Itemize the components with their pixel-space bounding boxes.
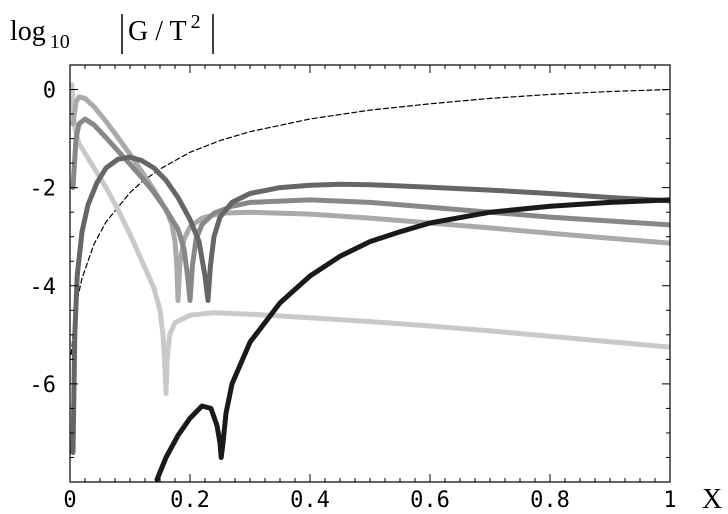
x-tick-label: 0.4 — [290, 488, 330, 513]
tick-labels-layer: 0 0.2 0.4 0.6 0.8 1 0 -2 -4 -6 — [30, 79, 677, 513]
x-tick-label: 0.2 — [170, 488, 210, 513]
series-line-6 — [154, 197, 670, 482]
y-tick-label: -6 — [30, 373, 57, 398]
y-tick-label: -2 — [30, 177, 57, 202]
series-line-3 — [70, 94, 670, 303]
y-axis-title: log 10 — [10, 16, 70, 53]
y-tick-label: -4 — [30, 275, 57, 300]
ticks-layer — [69, 64, 671, 483]
y-title-expr: G / T — [128, 16, 187, 47]
series-line-4 — [70, 116, 670, 303]
x-tick-label: 0.8 — [530, 488, 570, 513]
y-title-superscript: 2 — [191, 11, 201, 33]
series-line-5 — [70, 154, 670, 456]
y-tick-label: 0 — [43, 79, 56, 104]
x-tick-label: 0.6 — [410, 488, 450, 513]
series-line-1 — [70, 88, 670, 355]
plot-frame — [69, 64, 671, 483]
y-title-prefix: log — [10, 16, 46, 47]
y-title-subscript: 10 — [50, 31, 70, 53]
x-tick-label: 0 — [63, 488, 76, 513]
x-axis-title: X — [702, 484, 722, 514]
series-line-2 — [70, 82, 670, 397]
x-tick-label: 1 — [663, 488, 676, 513]
series-layer — [70, 82, 670, 482]
